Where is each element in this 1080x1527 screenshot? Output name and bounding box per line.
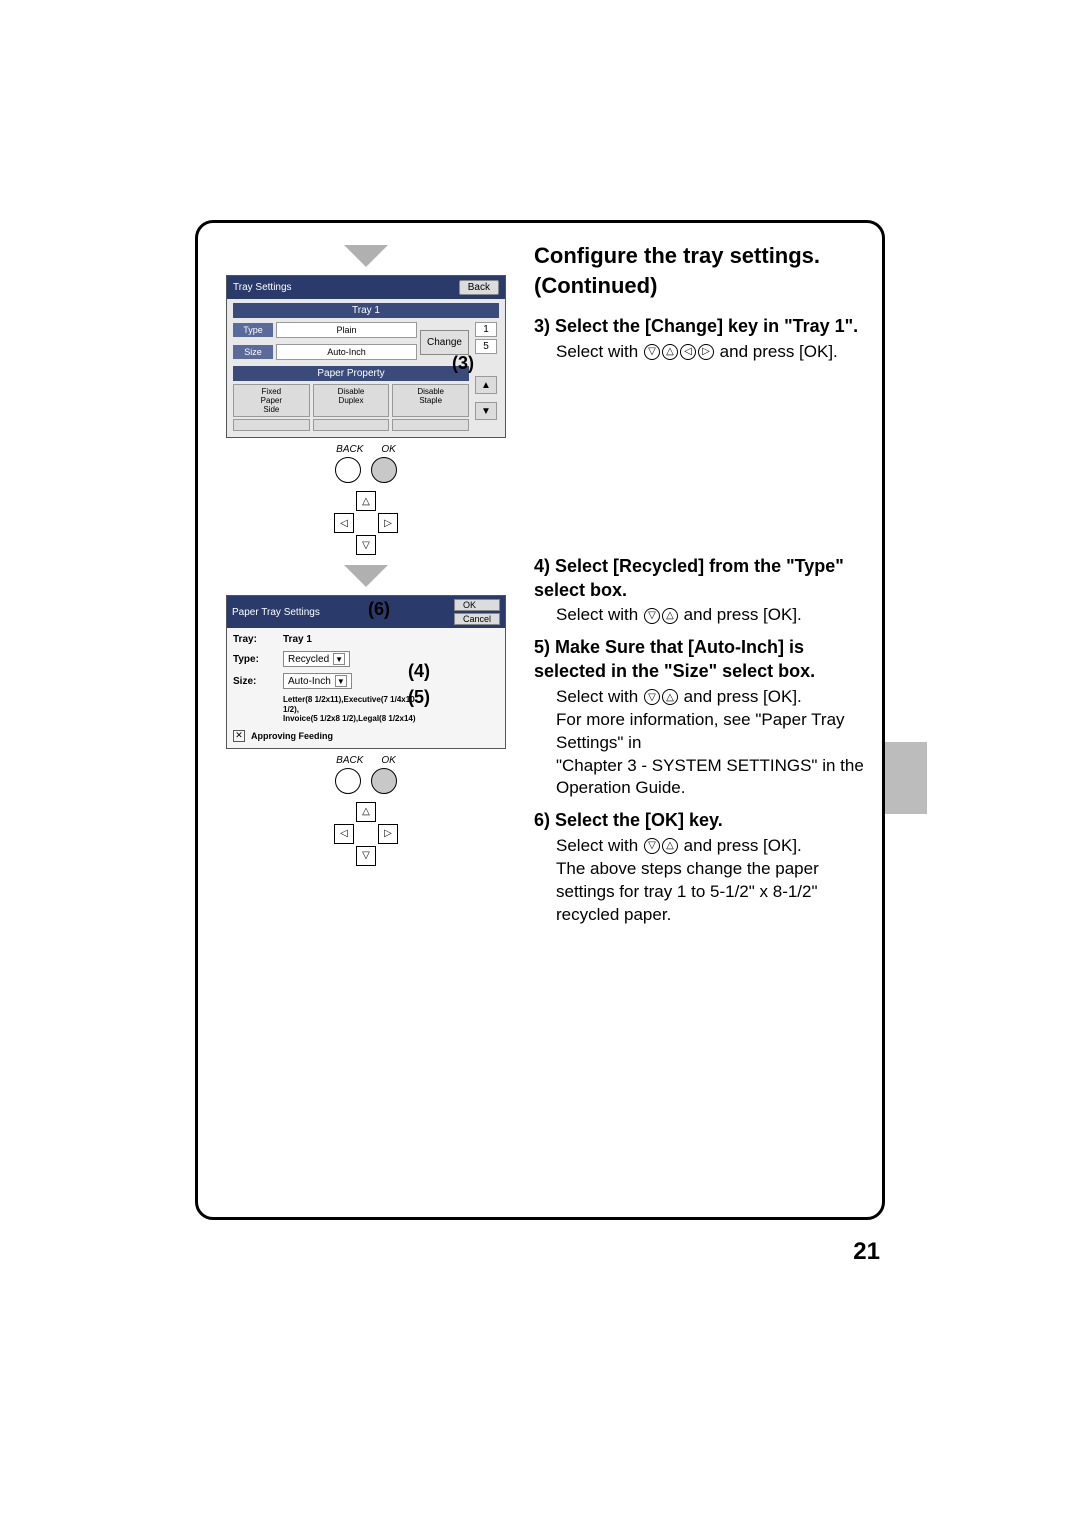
main-heading: Configure the tray settings. (Continued) xyxy=(534,241,864,300)
type-key: Type xyxy=(233,323,273,337)
dpad-2: △ ▽ ◁ ▷ xyxy=(334,802,398,866)
step6-body: Select with ▽△ and press [OK]. The above… xyxy=(556,835,864,927)
callout-3: (3) xyxy=(452,353,474,374)
up-arrow-icon: △ xyxy=(662,838,678,854)
down-arrow-icon: ▽ xyxy=(644,344,660,360)
step5-body: Select with ▽△ and press [OK]. For more … xyxy=(556,686,864,801)
callout-5: (5) xyxy=(408,687,430,708)
tray-value: Tray 1 xyxy=(283,634,312,645)
page-indicator-bottom: 5 xyxy=(475,339,497,354)
dpad-down[interactable]: ▽ xyxy=(356,535,376,555)
screen1-title: Tray Settings xyxy=(233,282,292,293)
type-select-value: Recycled xyxy=(288,654,329,665)
step6-title: 6) Select the [OK] key. xyxy=(534,808,864,832)
up-arrow-icon: △ xyxy=(662,689,678,705)
scroll-up-button[interactable]: ▲ xyxy=(475,376,497,394)
back-hw-button[interactable] xyxy=(335,457,361,483)
screen2-title: Paper Tray Settings xyxy=(232,607,320,618)
dpad-left-2[interactable]: ◁ xyxy=(334,824,354,844)
paper-property-bar: Paper Property xyxy=(233,366,469,381)
dpad-up-2[interactable]: △ xyxy=(356,802,376,822)
toggle-2[interactable] xyxy=(313,419,390,431)
right-arrow-icon: ▷ xyxy=(698,344,714,360)
down-arrow-icon: ▽ xyxy=(644,608,660,624)
back-hw-button-2[interactable] xyxy=(335,768,361,794)
dropdown-icon: ▼ xyxy=(333,653,345,665)
screen1-wrap: Tray Settings Back Tray 1 Type Plain xyxy=(226,275,506,438)
type-select[interactable]: Recycled ▼ xyxy=(283,651,350,667)
continue-arrow-icon-2 xyxy=(344,565,388,587)
fixed-paper-side: FixedPaperSide xyxy=(233,384,310,417)
left-arrow-icon: ◁ xyxy=(680,344,696,360)
dpad-down-2[interactable]: ▽ xyxy=(356,846,376,866)
size-select-value: Auto-Inch xyxy=(288,676,331,687)
cancel-button[interactable]: Cancel xyxy=(454,613,500,625)
change-button[interactable]: Change xyxy=(420,330,469,355)
tray-label: Tray: xyxy=(233,634,275,645)
step4-title: 4) Select [Recycled] from the "Type" sel… xyxy=(534,554,864,603)
instructions-column: Configure the tray settings. (Continued)… xyxy=(534,241,864,1199)
hardware-controls-2: BACK OK △ ▽ ◁ ▷ xyxy=(334,755,398,866)
page-number: 21 xyxy=(853,1238,880,1266)
hw-back-label: BACK xyxy=(336,444,363,455)
up-arrow-icon: △ xyxy=(662,344,678,360)
step3-body: Select with ▽△◁▷ and press [OK]. xyxy=(556,341,864,364)
scroll-down-button[interactable]: ▼ xyxy=(475,402,497,420)
dropdown-icon: ▼ xyxy=(335,675,347,687)
ok-hw-button-2[interactable] xyxy=(371,768,397,794)
hw-ok-label: OK xyxy=(381,444,395,455)
disable-staple: DisableStaple xyxy=(392,384,469,417)
ok-hw-button[interactable] xyxy=(371,457,397,483)
callout-4: (4) xyxy=(408,661,430,682)
dpad-right-2[interactable]: ▷ xyxy=(378,824,398,844)
size-label: Size: xyxy=(233,676,275,687)
back-button[interactable]: Back xyxy=(459,280,499,295)
toggle-1[interactable] xyxy=(233,419,310,431)
up-arrow-icon: △ xyxy=(662,608,678,624)
tray1-header: Tray 1 xyxy=(233,303,499,318)
left-column: Tray Settings Back Tray 1 Type Plain xyxy=(216,241,516,1199)
dpad-1: △ ▽ ◁ ▷ xyxy=(334,491,398,555)
callout-6: (6) xyxy=(368,599,390,620)
down-arrow-icon: ▽ xyxy=(644,689,660,705)
approving-checkbox[interactable]: ✕ xyxy=(233,730,245,742)
step3-title: 3) Select the [Change] key in "Tray 1". xyxy=(534,314,864,338)
disable-duplex: DisableDuplex xyxy=(313,384,390,417)
size-key: Size xyxy=(233,345,273,359)
paper-tray-settings-screen: Paper Tray Settings OK Cancel Tray: Tray… xyxy=(226,595,506,749)
hw-ok-label-2: OK xyxy=(381,755,395,766)
screen2-wrap: Paper Tray Settings OK Cancel Tray: Tray… xyxy=(226,595,506,749)
hw-back-label-2: BACK xyxy=(336,755,363,766)
hardware-controls-1: BACK OK △ ▽ ◁ ▷ xyxy=(334,444,398,555)
dpad-left[interactable]: ◁ xyxy=(334,513,354,533)
type-value: Plain xyxy=(276,322,417,338)
step5-title: 5) Make Sure that [Auto-Inch] is selecte… xyxy=(534,635,864,684)
size-select[interactable]: Auto-Inch ▼ xyxy=(283,673,352,689)
page-indicator-top: 1 xyxy=(475,322,497,337)
step4-body: Select with ▽△ and press [OK]. xyxy=(556,604,864,627)
page-frame: Tray Settings Back Tray 1 Type Plain xyxy=(195,220,885,1220)
continue-arrow-icon xyxy=(344,245,388,267)
ok-button[interactable]: OK xyxy=(454,599,500,611)
approving-label: Approving Feeding xyxy=(251,731,333,741)
size-hint: Letter(8 1/2x11),Executive(7 1/4x101/2),… xyxy=(283,695,499,724)
section-tab xyxy=(885,742,927,814)
type-label: Type: xyxy=(233,654,275,665)
toggle-3[interactable] xyxy=(392,419,469,431)
dpad-up[interactable]: △ xyxy=(356,491,376,511)
size-value: Auto-Inch xyxy=(276,344,417,360)
down-arrow-icon: ▽ xyxy=(644,838,660,854)
dpad-right[interactable]: ▷ xyxy=(378,513,398,533)
